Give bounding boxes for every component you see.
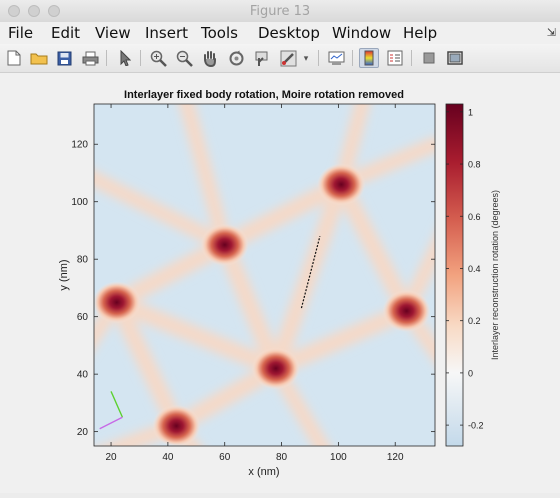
- colorbar-tick-label: 0: [468, 368, 473, 378]
- axis-triad-line: [110, 391, 124, 418]
- y-axis: 20 40 60 80 100 120: [71, 140, 435, 438]
- colorbar-icon[interactable]: [359, 48, 379, 68]
- x-tick-label: 60: [219, 452, 231, 463]
- rotation-peak: [317, 163, 366, 206]
- menu-window[interactable]: Window: [332, 24, 392, 42]
- menu-bar: File Edit View Insert Tools Desktop Wind…: [0, 22, 560, 44]
- legend-icon[interactable]: [385, 48, 405, 68]
- colorbar-ticks: -0.2 0 0.2 0.4 0.6 0.8 1: [446, 107, 484, 431]
- menu-view[interactable]: View: [95, 24, 131, 42]
- colorbar-tick-label: -0.2: [468, 421, 484, 431]
- menu-overflow-icon[interactable]: ⇲: [546, 27, 556, 39]
- window-title: Figure 13: [249, 4, 311, 19]
- domain-wall-band: [108, 293, 285, 377]
- rotation-peak: [251, 347, 300, 390]
- zoom-window-button[interactable]: [48, 5, 60, 17]
- rotation-peak: [94, 281, 141, 324]
- x-tick-label: 40: [162, 452, 174, 463]
- colorbar-tick-label: 0.2: [468, 316, 481, 326]
- data-cursor-icon[interactable]: [252, 48, 272, 68]
- domain-wall-band: [94, 170, 233, 253]
- new-figure-icon[interactable]: [4, 48, 24, 68]
- y-tick-label: 100: [71, 197, 88, 208]
- overlay-lines: [99, 236, 321, 430]
- pointer-icon[interactable]: [115, 48, 135, 68]
- rotation-peak: [200, 223, 249, 266]
- figure-toolbar: ▾: [0, 44, 560, 73]
- colorbar-tick-label: 0.8: [468, 160, 481, 170]
- domain-wall-band: [267, 302, 416, 377]
- link-plot-icon[interactable]: [326, 48, 346, 68]
- show-plot-tools-icon[interactable]: [445, 48, 465, 68]
- colorbar[interactable]: [445, 103, 464, 447]
- colorbar-tick-label: 0.6: [468, 212, 481, 222]
- open-file-icon[interactable]: [29, 48, 49, 68]
- domain-wall-band: [178, 104, 233, 253]
- line-cut: [300, 236, 321, 309]
- brush-icon[interactable]: [278, 48, 298, 68]
- minimize-window-button[interactable]: [28, 5, 40, 17]
- y-tick-label: 20: [77, 427, 89, 438]
- domain-wall-band: [216, 236, 285, 377]
- x-tick-label: 100: [330, 452, 347, 463]
- zoom-out-icon[interactable]: [174, 48, 194, 68]
- figure-canvas: Interlayer fixed body rotation, Moire ro…: [0, 73, 560, 493]
- colorbar-label: Interlayer reconstruction rotation (degr…: [490, 190, 500, 360]
- y-tick-label: 120: [71, 140, 88, 151]
- menu-edit[interactable]: Edit: [51, 24, 81, 42]
- x-tick-label: 20: [105, 452, 117, 463]
- hide-plot-tools-icon[interactable]: [419, 48, 439, 68]
- chart-title: Interlayer fixed body rotation, Moire ro…: [124, 89, 404, 101]
- y-tick-label: 40: [77, 370, 89, 381]
- axes-frame: [93, 103, 436, 447]
- pan-icon[interactable]: [200, 48, 220, 68]
- colorbar-tick-label: 1: [468, 107, 473, 117]
- rotation-peak: [152, 404, 201, 446]
- rotation-peak: [382, 289, 431, 332]
- chart: Interlayer fixed body rotation, Moire ro…: [58, 89, 500, 478]
- axis-triad-line: [99, 416, 123, 430]
- x-axis-label: x (nm): [248, 466, 279, 478]
- menu-insert[interactable]: Insert: [145, 24, 189, 42]
- y-axis-label: y (nm): [58, 259, 70, 290]
- title-bar: Figure 13: [0, 0, 560, 23]
- domain-wall-band: [108, 293, 185, 435]
- menu-desktop[interactable]: Desktop: [258, 24, 320, 42]
- close-window-button[interactable]: [8, 5, 20, 17]
- rotation-peaks: [94, 163, 431, 446]
- domain-wall-band: [267, 175, 350, 377]
- brush-dropdown-icon[interactable]: ▾: [303, 52, 309, 63]
- x-tick-label: 80: [276, 452, 288, 463]
- colorbar-tick-label: 0.4: [468, 264, 481, 274]
- zoom-in-icon[interactable]: [148, 48, 168, 68]
- print-icon[interactable]: [80, 48, 100, 68]
- rotate-icon[interactable]: [226, 48, 246, 68]
- save-icon[interactable]: [54, 48, 74, 68]
- menu-help[interactable]: Help: [403, 24, 438, 42]
- y-tick-label: 80: [77, 255, 89, 266]
- x-axis: 20 40 60 80 100 120: [105, 104, 404, 463]
- x-tick-label: 120: [387, 452, 404, 463]
- domain-wall-band: [332, 175, 416, 320]
- menu-tools[interactable]: Tools: [201, 24, 238, 42]
- heatmap-surface: [94, 104, 435, 446]
- menu-file[interactable]: File: [8, 24, 34, 42]
- y-tick-label: 60: [77, 312, 89, 323]
